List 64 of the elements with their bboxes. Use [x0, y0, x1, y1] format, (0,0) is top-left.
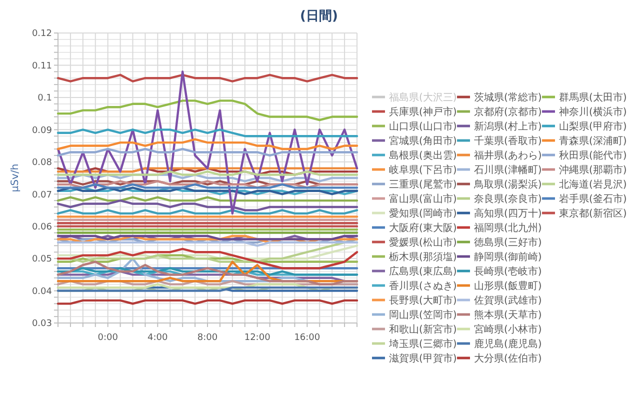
- legend-label: 長崎県(壱岐市): [474, 266, 542, 278]
- legend-label: 栃木県(那須塩): [389, 251, 457, 263]
- legend-label: 北海道(岩見沢): [559, 178, 627, 190]
- legend-label: 奈良県(奈良市): [474, 193, 542, 205]
- y-tick-label: 0.12: [32, 29, 52, 40]
- legend-label: 福井県(あわら): [474, 150, 542, 162]
- legend-label: 三重県(尾鷲市): [389, 178, 457, 190]
- legend-label: 兵庫県(神戸市): [389, 106, 457, 118]
- legend-label: 福島県(大沢三): [389, 92, 457, 104]
- legend-label: 宮城県(角田市): [389, 135, 457, 147]
- legend-label: 山口県(山口市): [389, 120, 457, 132]
- y-tick-label: 0.08: [32, 158, 52, 168]
- legend-label: 青森県(深浦町): [559, 135, 627, 147]
- legend-label: 大阪府(東大阪): [389, 222, 457, 234]
- x-tick-label: 12:00: [244, 333, 271, 343]
- legend-label: 山形県(飯豊町): [474, 280, 542, 292]
- legend-label: 埼玉県(三郷市): [388, 338, 457, 350]
- legend-label: 京都府(京都市): [474, 106, 542, 118]
- y-tick-label: 0.04: [32, 286, 52, 297]
- legend-label: 大分県(佐伯市): [474, 352, 542, 364]
- y-tick-label: 0.06: [32, 222, 52, 232]
- legend-label: 宮崎県(小林市): [474, 324, 542, 336]
- legend-label: 長野県(大町市): [389, 294, 457, 306]
- legend-label: 高知県(四万十): [474, 208, 542, 220]
- legend-label: 鹿児島(鹿児島): [474, 338, 542, 350]
- legend-label: 熊本県(天草市): [474, 309, 542, 321]
- y-tick-label: 0.03: [32, 319, 52, 330]
- legend-label: 徳島県(三好市): [474, 236, 542, 248]
- legend-label: 東京都(新宿区): [559, 208, 627, 220]
- x-tick-label: 4:00: [148, 333, 168, 343]
- x-tick-label: 8:00: [197, 333, 218, 343]
- y-axis-title: μSv/h: [10, 164, 21, 192]
- legend-label: 愛媛県(松山市): [389, 236, 457, 248]
- x-tick-label: 0:00: [98, 333, 118, 343]
- legend-label: 鳥取県(湯梨浜): [473, 178, 542, 190]
- legend-label: 島根県(奥出雲): [389, 150, 457, 162]
- y-tick-label: 0.11: [32, 61, 52, 72]
- legend-label: 佐賀県(武雄市): [474, 294, 542, 306]
- legend-label: 秋田県(能代市): [559, 150, 627, 162]
- y-tick-label: 0.05: [32, 254, 52, 265]
- legend-label: 静岡県(御前崎): [474, 251, 542, 263]
- y-tick-label: 0.1: [38, 94, 52, 104]
- legend-label: 香川県(さぬき): [389, 280, 457, 292]
- legend-label: 和歌山(新宮市): [389, 324, 457, 336]
- legend-label: 滋賀県(甲賀市): [389, 352, 457, 364]
- legend-label: 茨城県(常総市): [474, 92, 542, 104]
- legend-label: 新潟県(村上市): [474, 120, 542, 132]
- legend-label: 千葉県(香取市): [474, 135, 542, 147]
- legend-label: 岡山県(笠岡市): [389, 309, 457, 321]
- chart-title: (日間): [300, 9, 338, 24]
- legend-label: 沖縄県(那覇市): [559, 164, 627, 176]
- legend-label: 岩手県(釜石市): [559, 193, 627, 205]
- legend-label: 福岡県(北九州): [474, 222, 542, 234]
- legend-label: 岐阜県(下呂市): [389, 164, 457, 176]
- y-tick-label: 0.09: [32, 126, 52, 136]
- legend-label: 富山県(富山市): [389, 193, 457, 205]
- y-tick-label: 0.07: [32, 190, 52, 200]
- legend-label: 石川県(津幡町): [474, 164, 542, 176]
- legend-label: 広島県(東広島): [389, 266, 457, 278]
- legend-label: 山梨県(甲府市): [559, 120, 627, 132]
- x-tick-label: 16:00: [294, 333, 320, 343]
- legend-label: 神奈川(横浜市): [559, 106, 627, 118]
- legend-label: 群馬県(太田市): [559, 92, 627, 104]
- legend-label: 愛知県(岡崎市): [389, 208, 457, 220]
